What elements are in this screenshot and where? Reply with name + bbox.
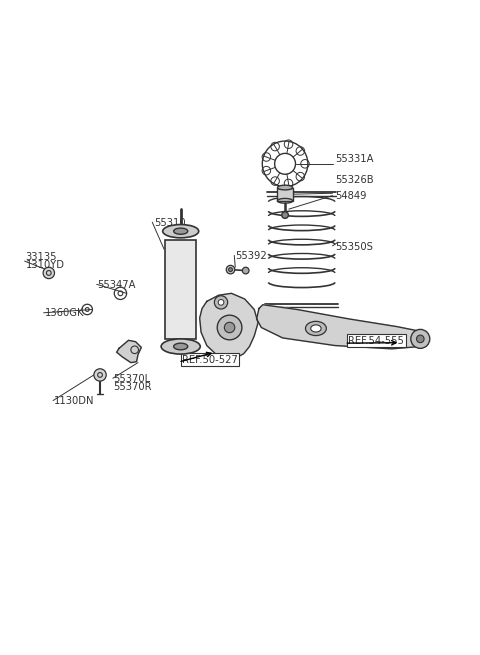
Text: 55392: 55392 (235, 252, 267, 261)
Circle shape (226, 265, 235, 274)
Text: 55331A: 55331A (335, 154, 373, 164)
Ellipse shape (277, 185, 293, 190)
Text: 1130DN: 1130DN (54, 396, 95, 406)
Text: 55350S: 55350S (335, 242, 373, 252)
Ellipse shape (163, 225, 199, 238)
Text: 54849: 54849 (335, 191, 366, 201)
Ellipse shape (174, 228, 188, 234)
Text: 55370R: 55370R (113, 382, 152, 392)
Text: REF.54-555: REF.54-555 (348, 336, 404, 346)
Circle shape (228, 268, 232, 272)
Text: 55310: 55310 (155, 218, 186, 228)
Text: 55326B: 55326B (335, 176, 373, 185)
Polygon shape (257, 305, 420, 349)
Circle shape (215, 295, 228, 309)
Text: 55370L: 55370L (113, 374, 150, 384)
Ellipse shape (305, 322, 326, 335)
Ellipse shape (311, 325, 321, 332)
Text: REF.50-527: REF.50-527 (182, 355, 238, 365)
Circle shape (43, 267, 55, 278)
Circle shape (411, 329, 430, 348)
Circle shape (282, 212, 288, 218)
Bar (277, 187, 293, 201)
Circle shape (217, 315, 242, 340)
Circle shape (94, 369, 106, 381)
Polygon shape (117, 341, 141, 363)
Text: 33135: 33135 (25, 252, 57, 262)
Text: 55347A: 55347A (97, 280, 136, 290)
Text: 1310YD: 1310YD (25, 260, 64, 270)
Bar (165, 240, 196, 339)
Circle shape (218, 299, 224, 305)
Ellipse shape (174, 343, 188, 350)
Ellipse shape (161, 339, 200, 354)
Circle shape (224, 322, 235, 333)
Polygon shape (200, 293, 258, 358)
Circle shape (417, 335, 424, 343)
Circle shape (242, 267, 249, 274)
Text: 1360GK: 1360GK (45, 309, 84, 318)
